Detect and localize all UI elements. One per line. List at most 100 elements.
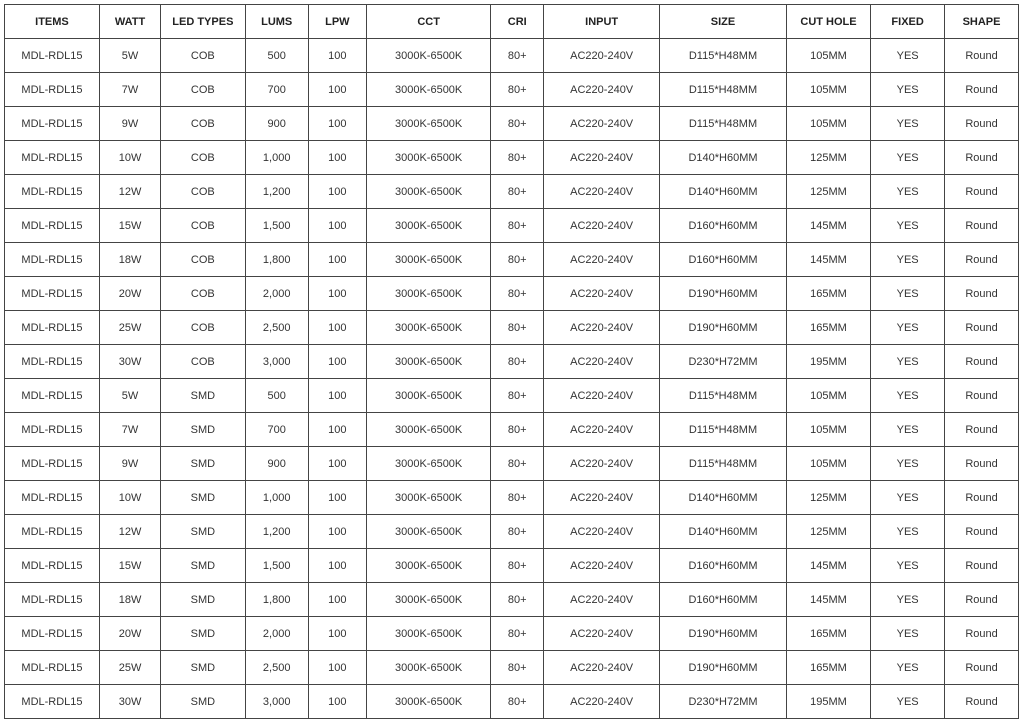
cell-cut_hole: 165MM [786,277,870,311]
cell-lums: 1,000 [245,141,308,175]
table-header-row: ITEMSWATTLED TYPESLUMSLPWCCTCRIINPUTSIZE… [5,5,1019,39]
cell-led_types: COB [161,107,245,141]
cell-led_types: COB [161,175,245,209]
cell-size: D160*H60MM [660,243,787,277]
cell-items: MDL-RDL15 [5,481,100,515]
table-row: MDL-RDL1530WSMD3,0001003000K-6500K80+AC2… [5,685,1019,719]
col-header-lpw: LPW [308,5,366,39]
cell-cct: 3000K-6500K [366,73,491,107]
cell-cut_hole: 145MM [786,583,870,617]
cell-size: D160*H60MM [660,583,787,617]
cell-shape: Round [945,209,1019,243]
cell-cri: 80+ [491,39,544,73]
cell-fixed: YES [871,515,945,549]
cell-shape: Round [945,413,1019,447]
cell-shape: Round [945,73,1019,107]
cell-fixed: YES [871,549,945,583]
cell-cri: 80+ [491,379,544,413]
cell-cut_hole: 195MM [786,345,870,379]
cell-size: D115*H48MM [660,73,787,107]
cell-shape: Round [945,345,1019,379]
cell-cct: 3000K-6500K [366,107,491,141]
cell-led_types: SMD [161,583,245,617]
cell-fixed: YES [871,277,945,311]
cell-fixed: YES [871,583,945,617]
cell-input: AC220-240V [544,311,660,345]
cell-watt: 9W [99,447,160,481]
cell-fixed: YES [871,107,945,141]
cell-shape: Round [945,447,1019,481]
table-row: MDL-RDL1510WSMD1,0001003000K-6500K80+AC2… [5,481,1019,515]
cell-size: D115*H48MM [660,379,787,413]
cell-fixed: YES [871,481,945,515]
cell-fixed: YES [871,345,945,379]
cell-input: AC220-240V [544,515,660,549]
cell-led_types: COB [161,243,245,277]
cell-cct: 3000K-6500K [366,685,491,719]
cell-cut_hole: 125MM [786,515,870,549]
cell-input: AC220-240V [544,481,660,515]
cell-cri: 80+ [491,447,544,481]
table-row: MDL-RDL1520WSMD2,0001003000K-6500K80+AC2… [5,617,1019,651]
cell-lums: 2,000 [245,277,308,311]
cell-shape: Round [945,311,1019,345]
cell-lums: 3,000 [245,685,308,719]
cell-cut_hole: 145MM [786,209,870,243]
table-row: MDL-RDL159WCOB9001003000K-6500K80+AC220-… [5,107,1019,141]
col-header-cut_hole: CUT HOLE [786,5,870,39]
cell-items: MDL-RDL15 [5,413,100,447]
cell-cri: 80+ [491,413,544,447]
cell-size: D140*H60MM [660,141,787,175]
cell-cut_hole: 105MM [786,39,870,73]
table-row: MDL-RDL1520WCOB2,0001003000K-6500K80+AC2… [5,277,1019,311]
cell-cct: 3000K-6500K [366,617,491,651]
cell-size: D140*H60MM [660,515,787,549]
cell-led_types: SMD [161,515,245,549]
cell-lpw: 100 [308,481,366,515]
col-header-shape: SHAPE [945,5,1019,39]
table-row: MDL-RDL1515WSMD1,5001003000K-6500K80+AC2… [5,549,1019,583]
cell-shape: Round [945,515,1019,549]
table-row: MDL-RDL1518WCOB1,8001003000K-6500K80+AC2… [5,243,1019,277]
col-header-watt: WATT [99,5,160,39]
cell-led_types: COB [161,277,245,311]
cell-led_types: COB [161,345,245,379]
table-row: MDL-RDL157WSMD7001003000K-6500K80+AC220-… [5,413,1019,447]
cell-lums: 1,000 [245,481,308,515]
cell-cri: 80+ [491,345,544,379]
cell-cri: 80+ [491,515,544,549]
cell-items: MDL-RDL15 [5,345,100,379]
cell-input: AC220-240V [544,651,660,685]
col-header-led_types: LED TYPES [161,5,245,39]
cell-shape: Round [945,379,1019,413]
cell-led_types: SMD [161,481,245,515]
cell-size: D190*H60MM [660,277,787,311]
cell-lpw: 100 [308,345,366,379]
cell-items: MDL-RDL15 [5,379,100,413]
cell-items: MDL-RDL15 [5,549,100,583]
cell-lums: 1,200 [245,175,308,209]
cell-lpw: 100 [308,107,366,141]
cell-lpw: 100 [308,141,366,175]
cell-cut_hole: 105MM [786,447,870,481]
cell-led_types: COB [161,39,245,73]
cell-lums: 2,500 [245,311,308,345]
col-header-fixed: FIXED [871,5,945,39]
cell-lpw: 100 [308,651,366,685]
cell-lums: 700 [245,73,308,107]
cell-lpw: 100 [308,39,366,73]
cell-input: AC220-240V [544,73,660,107]
cell-cri: 80+ [491,243,544,277]
cell-items: MDL-RDL15 [5,141,100,175]
cell-lpw: 100 [308,311,366,345]
cell-led_types: SMD [161,549,245,583]
cell-cri: 80+ [491,209,544,243]
cell-lums: 700 [245,413,308,447]
cell-input: AC220-240V [544,345,660,379]
cell-items: MDL-RDL15 [5,175,100,209]
cell-cri: 80+ [491,107,544,141]
cell-lpw: 100 [308,447,366,481]
cell-fixed: YES [871,141,945,175]
cell-watt: 10W [99,141,160,175]
cell-watt: 25W [99,651,160,685]
